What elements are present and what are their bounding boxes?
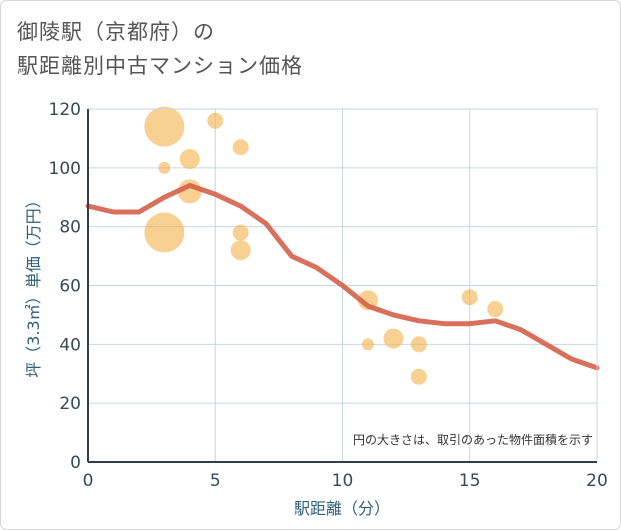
y-tick-label: 100 xyxy=(49,159,81,179)
trend-line xyxy=(85,183,600,371)
plot-frame xyxy=(87,108,598,463)
chart-title-line-2: 駅距離別中古マンション価格 xyxy=(17,54,303,78)
x-tick-label: 15 xyxy=(459,471,481,491)
bubble-point xyxy=(144,212,185,253)
x-tick-label: 10 xyxy=(332,471,354,491)
chart-title: 御陵駅（京都府）の 駅距離別中古マンション価格 xyxy=(17,15,303,83)
bubble-point xyxy=(232,139,249,156)
y-tick-label: 0 xyxy=(70,453,81,473)
trend-series xyxy=(85,183,600,371)
bubble-point xyxy=(361,338,374,351)
bubble-point xyxy=(207,112,224,129)
chart-title-line-1: 御陵駅（京都府）の xyxy=(17,20,215,44)
y-tick-label: 40 xyxy=(59,335,81,355)
bubble-point xyxy=(410,336,427,353)
bubble-point xyxy=(144,106,185,147)
y-tick-label: 20 xyxy=(59,394,81,414)
x-tick-label: 5 xyxy=(210,471,221,491)
bubble-point xyxy=(487,301,504,318)
grid-lines xyxy=(88,109,597,462)
bubble-point xyxy=(410,368,427,385)
x-axis-title: 駅距離（分） xyxy=(294,499,390,518)
bubble-point xyxy=(383,328,404,349)
y-tick-label: 120 xyxy=(49,100,81,120)
y-tick-label: 80 xyxy=(59,218,81,238)
y-axis-title: 坪（3.3㎡）単価（万円） xyxy=(24,192,43,377)
bubble-point xyxy=(461,289,478,306)
bubble-point xyxy=(230,240,251,261)
bubble-point xyxy=(179,149,200,170)
x-tick-labels: 0 5 10 15 20 xyxy=(83,471,608,491)
x-tick-label: 0 xyxy=(83,471,94,491)
x-tick-label: 20 xyxy=(586,471,608,491)
bubble-point xyxy=(158,161,171,174)
chart-note: 円の大きさは、取引のあった物件面積を示す xyxy=(353,432,593,447)
y-tick-label: 60 xyxy=(59,277,81,297)
bubble-point xyxy=(232,224,249,241)
y-tick-labels: 0 20 40 60 80 100 120 xyxy=(49,100,81,473)
